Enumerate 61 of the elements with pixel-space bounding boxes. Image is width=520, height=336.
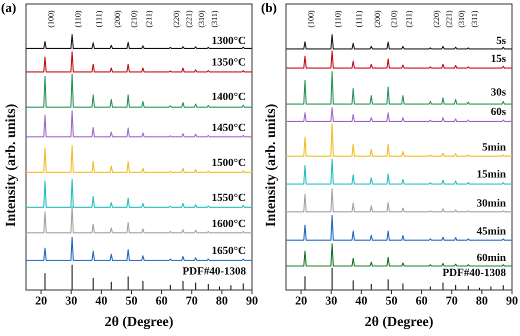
series-label: 60min	[476, 252, 506, 264]
series-label: 15min	[476, 168, 506, 181]
text: (111)	[94, 10, 104, 28]
text: (220)	[172, 10, 181, 28]
x-tick-label: 30	[325, 294, 338, 308]
series-label: 5min	[482, 142, 506, 154]
series-label: 60s	[490, 106, 507, 118]
x-tick-label: 90	[246, 294, 258, 308]
text: (211)	[404, 10, 414, 28]
series-label: 45min	[476, 226, 506, 238]
series-label: 1550°C	[212, 192, 246, 204]
chart-title: (b)	[261, 0, 277, 16]
text: (221)	[444, 10, 454, 28]
series-label: 1400°C	[212, 91, 246, 104]
x-tick-label: 90	[506, 294, 518, 308]
series-label: 1650°C	[212, 245, 246, 258]
text: (200)	[112, 10, 122, 28]
text: (100)	[46, 10, 56, 28]
series-label: 15s	[490, 52, 507, 65]
x-tick-label: 80	[216, 294, 228, 308]
y-axis-title: Intensity (arb. units)	[4, 103, 19, 227]
text: (310)	[197, 10, 206, 28]
text: (110)	[334, 10, 343, 28]
text: (220)	[432, 10, 441, 28]
x-tick-label: 40	[95, 294, 108, 308]
text: (310)	[457, 10, 466, 28]
text: (100)	[306, 10, 316, 28]
x-tick-label: 50	[125, 294, 138, 308]
series-label: 1600°C	[212, 218, 246, 230]
text: (210)	[130, 10, 139, 28]
text: (311)	[210, 10, 219, 28]
series-label: PDF#40-1308	[182, 265, 246, 278]
x-axis-title: 2θ (Degree)	[364, 315, 434, 330]
series-label: 5s	[496, 34, 507, 47]
text: (221)	[184, 10, 194, 28]
series-label: 30s	[490, 86, 507, 98]
series-label: 1350°C	[212, 56, 246, 69]
x-tick-label: 20	[295, 294, 308, 308]
x-tick-label: 60	[416, 294, 428, 308]
x-tick-label: 70	[446, 294, 458, 308]
series-label: 1500°C	[212, 156, 246, 169]
series-label: 1300°C	[212, 35, 246, 48]
x-tick-label: 20	[35, 294, 48, 308]
text: (311)	[470, 10, 479, 28]
chart-title: (a)	[1, 0, 16, 16]
x-tick-label: 40	[355, 294, 368, 308]
text: (200)	[372, 10, 382, 28]
x-tick-label: 80	[476, 294, 488, 308]
x-tick-label: 50	[385, 294, 398, 308]
y-axis-title: Intensity (arb. units)	[264, 103, 279, 227]
text: (210)	[390, 10, 399, 28]
x-tick-label: 60	[156, 294, 168, 308]
text: (110)	[74, 10, 83, 28]
text: (211)	[144, 10, 154, 28]
series-label: 1450°C	[212, 122, 246, 134]
series-label: PDF#40-1308	[442, 267, 506, 280]
text: (111)	[354, 10, 364, 28]
x-axis-title: 2θ (Degree)	[104, 315, 174, 330]
x-tick-label: 70	[186, 294, 198, 308]
series-label: 30min	[476, 197, 506, 210]
x-tick-label: 30	[65, 294, 78, 308]
